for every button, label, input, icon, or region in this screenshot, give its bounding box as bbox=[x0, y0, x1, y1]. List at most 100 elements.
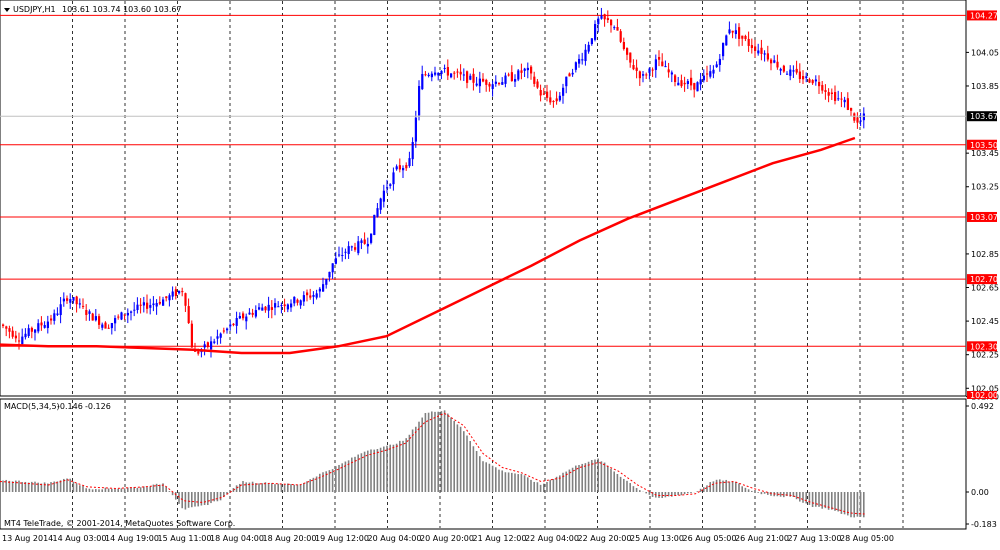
candle-body bbox=[491, 84, 494, 90]
candle-body bbox=[482, 78, 485, 82]
time-label: 26 Aug 05:00 bbox=[683, 534, 737, 543]
candle-body bbox=[88, 311, 91, 314]
candle-body bbox=[642, 74, 645, 76]
candle-body bbox=[78, 303, 81, 305]
candle-body bbox=[536, 81, 539, 88]
candle-body bbox=[517, 70, 520, 80]
candle-body bbox=[693, 83, 696, 90]
candle-body bbox=[18, 340, 21, 342]
candle-body bbox=[274, 303, 277, 308]
candle-body bbox=[680, 80, 683, 87]
candle-body bbox=[613, 27, 616, 29]
candle-body bbox=[619, 31, 622, 42]
candle-body bbox=[478, 78, 481, 87]
candle-body bbox=[814, 79, 817, 82]
candle-body bbox=[824, 90, 827, 92]
candle-body bbox=[341, 254, 344, 256]
time-label: 22 Aug 04:00 bbox=[525, 534, 579, 543]
candle-body bbox=[654, 59, 657, 70]
candle-body bbox=[626, 48, 629, 55]
candle-body bbox=[72, 297, 75, 301]
candle-body bbox=[318, 288, 321, 292]
macd-tick-label: 0.492 bbox=[971, 402, 994, 411]
candle-body bbox=[283, 304, 286, 307]
candle-body bbox=[315, 293, 318, 298]
candle-body bbox=[235, 318, 238, 326]
candle-body bbox=[117, 316, 120, 318]
candle-body bbox=[421, 74, 424, 90]
candle-body bbox=[850, 107, 853, 111]
candle-body bbox=[670, 72, 673, 75]
candle-body bbox=[590, 38, 593, 45]
time-label: 25 Aug 13:00 bbox=[630, 534, 684, 543]
candle-body bbox=[702, 75, 705, 81]
candle-body bbox=[11, 330, 14, 337]
candle-body bbox=[360, 240, 363, 243]
candle-body bbox=[27, 328, 30, 336]
candle-body bbox=[750, 45, 753, 49]
candle-body bbox=[661, 61, 664, 67]
candle-body bbox=[629, 52, 632, 63]
candle-body bbox=[402, 168, 405, 171]
candle-body bbox=[270, 307, 273, 310]
candle-body bbox=[75, 296, 78, 305]
candle-body bbox=[334, 258, 337, 264]
candle-body bbox=[632, 65, 635, 70]
candle-body bbox=[565, 76, 568, 87]
candle-body bbox=[709, 71, 712, 77]
candle-body bbox=[830, 92, 833, 94]
candle-body bbox=[843, 99, 846, 103]
level-price-tag bbox=[967, 139, 997, 150]
candle-body bbox=[779, 68, 782, 71]
candle-body bbox=[834, 92, 837, 101]
candle-body bbox=[635, 67, 638, 71]
candle-body bbox=[706, 73, 709, 75]
candle-body bbox=[306, 292, 309, 296]
candle-body bbox=[584, 49, 587, 62]
candle-body bbox=[178, 290, 181, 294]
candle-body bbox=[296, 299, 299, 303]
candle-body bbox=[430, 73, 433, 78]
candle-body bbox=[133, 309, 136, 311]
candle-body bbox=[379, 198, 382, 210]
candle-body bbox=[715, 64, 718, 68]
candle-body bbox=[606, 18, 609, 21]
candle-body bbox=[434, 72, 437, 75]
bottom-level-tag bbox=[967, 391, 997, 399]
price-tick-label: 104.05 bbox=[971, 48, 999, 57]
candle-body bbox=[786, 73, 789, 75]
level-price-label: 102.30 bbox=[970, 342, 998, 351]
candle-body bbox=[245, 316, 248, 322]
level-price-label: 103.50 bbox=[970, 141, 998, 150]
time-label: 22 Aug 20:00 bbox=[578, 534, 632, 543]
candle-body bbox=[818, 81, 821, 87]
candle-body bbox=[450, 73, 453, 78]
candle-body bbox=[472, 73, 475, 83]
candle-body bbox=[395, 166, 398, 170]
level-price-label: 103.07 bbox=[970, 213, 998, 222]
time-label: 15 Aug 11:00 bbox=[158, 534, 212, 543]
candle-body bbox=[530, 66, 533, 74]
candle-body bbox=[114, 318, 117, 324]
candle-body bbox=[149, 305, 152, 308]
candle-body bbox=[155, 303, 158, 307]
candle-body bbox=[286, 304, 289, 310]
candle-body bbox=[514, 79, 517, 82]
candle-body bbox=[456, 71, 459, 73]
candle-body bbox=[216, 336, 219, 339]
candle-body bbox=[110, 323, 113, 329]
candle-body bbox=[251, 312, 254, 315]
candle-body bbox=[43, 325, 46, 328]
candle-body bbox=[181, 291, 184, 293]
candle-body bbox=[264, 306, 267, 311]
candle-body bbox=[424, 74, 427, 76]
candle-body bbox=[789, 69, 792, 76]
price-tick-label: 103.45 bbox=[971, 149, 999, 158]
candle-body bbox=[555, 98, 558, 102]
candle-body bbox=[37, 323, 40, 332]
candle-body bbox=[840, 98, 843, 100]
candle-body bbox=[658, 56, 661, 60]
candle-body bbox=[437, 72, 440, 76]
